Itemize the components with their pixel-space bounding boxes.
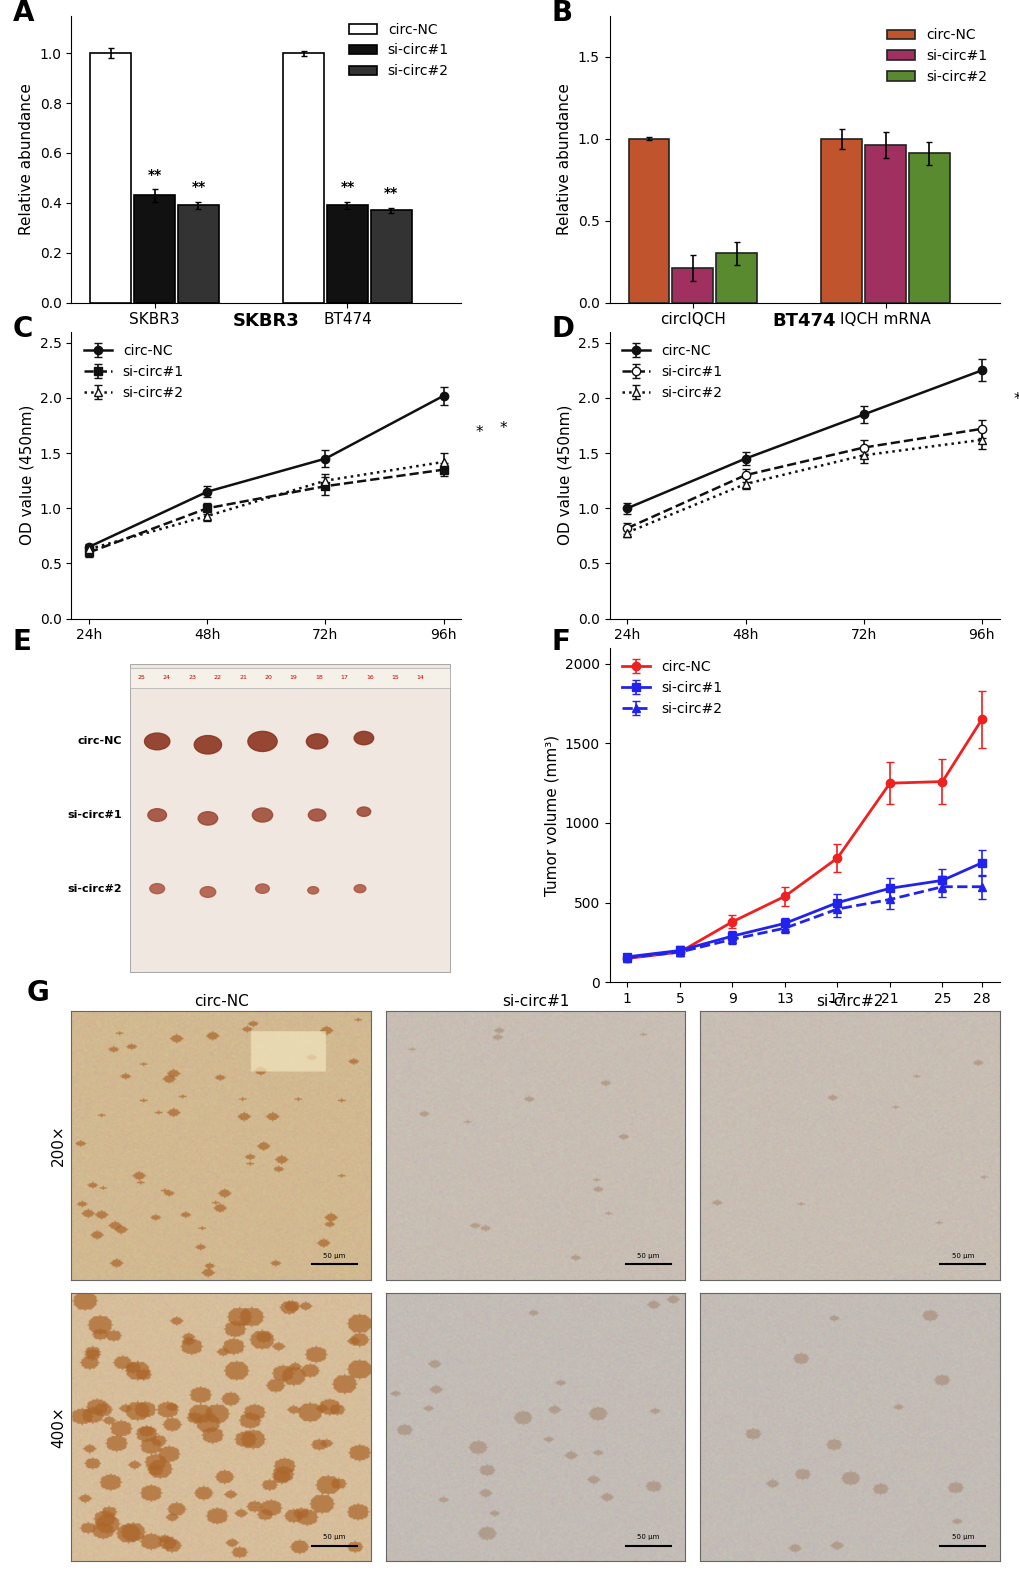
Y-axis label: 400×: 400× bbox=[51, 1407, 66, 1448]
Text: 25: 25 bbox=[138, 675, 146, 680]
Text: E: E bbox=[13, 628, 32, 656]
Text: *: * bbox=[498, 421, 506, 437]
Text: 22: 22 bbox=[213, 675, 221, 680]
Title: circ-NC: circ-NC bbox=[194, 994, 249, 1009]
Y-axis label: 200×: 200× bbox=[51, 1124, 66, 1167]
Text: A: A bbox=[13, 0, 35, 27]
Bar bbox=[178, 205, 219, 303]
Bar bbox=[908, 153, 949, 303]
Bar bbox=[283, 54, 324, 303]
Text: 21: 21 bbox=[238, 675, 247, 680]
Text: 14: 14 bbox=[416, 675, 424, 680]
Legend: circ-NC, si-circ#1, si-circ#2: circ-NC, si-circ#1, si-circ#2 bbox=[615, 654, 727, 722]
Legend: circ-NC, si-circ#1, si-circ#2: circ-NC, si-circ#1, si-circ#2 bbox=[880, 22, 991, 90]
Y-axis label: Relative abundance: Relative abundance bbox=[19, 84, 34, 235]
Ellipse shape bbox=[308, 809, 325, 822]
Title: SKBR3: SKBR3 bbox=[232, 312, 300, 330]
Text: 17: 17 bbox=[340, 675, 348, 680]
X-axis label: Days: Days bbox=[782, 1011, 826, 1030]
Bar bbox=[820, 139, 861, 303]
Y-axis label: Relative abundance: Relative abundance bbox=[556, 84, 572, 235]
Text: 23: 23 bbox=[189, 675, 196, 680]
Title: si-circ#1: si-circ#1 bbox=[501, 994, 569, 1009]
Legend: circ-NC, si-circ#1, si-circ#2: circ-NC, si-circ#1, si-circ#2 bbox=[615, 339, 727, 405]
Text: C: C bbox=[13, 314, 34, 342]
Text: B: B bbox=[550, 0, 572, 27]
Ellipse shape bbox=[308, 886, 318, 894]
Ellipse shape bbox=[357, 807, 370, 817]
Text: D: D bbox=[550, 314, 574, 342]
Ellipse shape bbox=[354, 885, 366, 893]
Text: 50 μm: 50 μm bbox=[323, 1534, 345, 1541]
Text: 50 μm: 50 μm bbox=[951, 1534, 973, 1541]
Bar bbox=[91, 54, 131, 303]
Ellipse shape bbox=[354, 732, 373, 744]
Bar bbox=[135, 196, 175, 303]
Bar bbox=[628, 139, 668, 303]
Text: 16: 16 bbox=[366, 675, 373, 680]
Title: si-circ#2: si-circ#2 bbox=[815, 994, 882, 1009]
Bar bbox=[672, 268, 712, 303]
Ellipse shape bbox=[306, 733, 327, 749]
Text: 18: 18 bbox=[315, 675, 323, 680]
Ellipse shape bbox=[248, 732, 277, 752]
Text: si-circ#1: si-circ#1 bbox=[67, 811, 122, 820]
Text: 19: 19 bbox=[289, 675, 298, 680]
Text: *: * bbox=[1013, 393, 1019, 407]
Legend: circ-NC, si-circ#1, si-circ#2: circ-NC, si-circ#1, si-circ#2 bbox=[343, 17, 454, 84]
Y-axis label: OD value (450nm): OD value (450nm) bbox=[556, 405, 572, 546]
Y-axis label: OD value (450nm): OD value (450nm) bbox=[19, 405, 34, 546]
Title: BT474: BT474 bbox=[772, 312, 836, 330]
Text: F: F bbox=[550, 628, 570, 656]
Text: si-circ#2: si-circ#2 bbox=[67, 883, 122, 894]
Bar bbox=[371, 210, 412, 303]
Y-axis label: Tumor volume (mm³): Tumor volume (mm³) bbox=[544, 735, 558, 896]
Text: 50 μm: 50 μm bbox=[951, 1252, 973, 1258]
Text: *: * bbox=[475, 426, 483, 440]
Ellipse shape bbox=[148, 809, 166, 822]
Text: 15: 15 bbox=[391, 675, 398, 680]
FancyBboxPatch shape bbox=[129, 664, 449, 973]
Text: G: G bbox=[26, 979, 49, 1008]
Text: **: ** bbox=[148, 167, 162, 181]
Ellipse shape bbox=[150, 883, 164, 894]
Text: 20: 20 bbox=[264, 675, 272, 680]
Text: 24: 24 bbox=[163, 675, 171, 680]
Ellipse shape bbox=[200, 886, 215, 897]
Bar bbox=[864, 145, 905, 303]
Bar bbox=[327, 205, 368, 303]
Text: 50 μm: 50 μm bbox=[637, 1252, 659, 1258]
FancyBboxPatch shape bbox=[129, 667, 449, 688]
Text: **: ** bbox=[340, 180, 355, 194]
Bar bbox=[715, 254, 756, 303]
Text: circ-NC: circ-NC bbox=[77, 736, 122, 746]
Legend: circ-NC, si-circ#1, si-circ#2: circ-NC, si-circ#1, si-circ#2 bbox=[78, 339, 190, 405]
Ellipse shape bbox=[252, 807, 272, 822]
Ellipse shape bbox=[198, 812, 217, 825]
Ellipse shape bbox=[145, 733, 170, 749]
Text: 50 μm: 50 μm bbox=[637, 1534, 659, 1541]
Ellipse shape bbox=[256, 885, 269, 893]
Ellipse shape bbox=[194, 735, 221, 754]
Text: **: ** bbox=[192, 180, 206, 194]
Text: 50 μm: 50 μm bbox=[323, 1252, 345, 1258]
Text: **: ** bbox=[384, 186, 398, 200]
